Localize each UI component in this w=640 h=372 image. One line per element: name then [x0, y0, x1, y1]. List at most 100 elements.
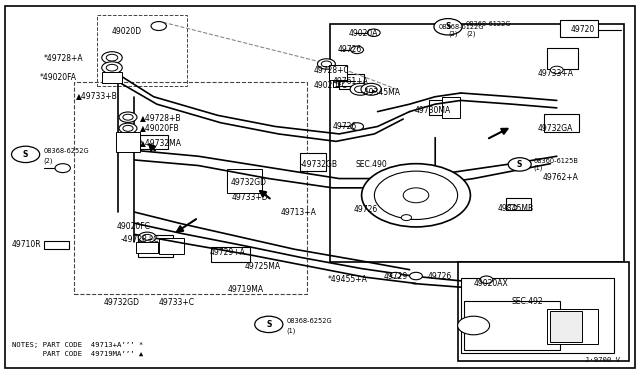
Text: 49713+A: 49713+A — [280, 208, 316, 217]
Circle shape — [374, 171, 458, 219]
Circle shape — [151, 22, 166, 31]
Circle shape — [321, 61, 332, 67]
Circle shape — [507, 205, 517, 211]
Circle shape — [106, 64, 118, 71]
Circle shape — [458, 316, 490, 335]
Bar — [97, 15, 187, 86]
Circle shape — [480, 276, 493, 283]
Text: 08368-6122G: 08368-6122G — [438, 24, 484, 30]
Circle shape — [102, 62, 122, 74]
Text: ▲49728+B: ▲49728+B — [140, 113, 181, 122]
Text: J·9700 V: J·9700 V — [584, 357, 620, 363]
Text: 49726: 49726 — [333, 122, 357, 131]
Circle shape — [102, 52, 122, 64]
Text: 49733+D: 49733+D — [232, 193, 268, 202]
Text: ▲49732MA: ▲49732MA — [140, 138, 182, 147]
Bar — [442, 97, 460, 118]
Circle shape — [365, 86, 377, 93]
Text: (1): (1) — [534, 165, 543, 171]
Text: 49729: 49729 — [384, 272, 408, 280]
Circle shape — [508, 158, 531, 171]
Text: 49020D: 49020D — [112, 27, 142, 36]
Text: S: S — [266, 320, 271, 329]
Text: 49729+A: 49729+A — [210, 248, 246, 257]
Bar — [461, 278, 614, 353]
Bar — [464, 301, 560, 350]
Text: 08368-6252G: 08368-6252G — [287, 318, 332, 324]
Text: 49732GD: 49732GD — [230, 178, 266, 187]
Text: S: S — [445, 22, 451, 31]
Bar — [74, 82, 307, 294]
Bar — [136, 242, 158, 253]
Bar — [458, 262, 629, 361]
Text: 49725MA: 49725MA — [244, 262, 280, 271]
Bar — [397, 212, 435, 223]
Circle shape — [142, 234, 152, 240]
Circle shape — [390, 272, 401, 278]
Bar — [560, 20, 598, 37]
Circle shape — [12, 146, 40, 163]
Text: 49719MA: 49719MA — [227, 285, 263, 294]
Text: (1): (1) — [287, 328, 296, 334]
Circle shape — [367, 29, 380, 36]
Circle shape — [351, 123, 364, 130]
Text: 49733+C: 49733+C — [159, 298, 195, 307]
Text: (2): (2) — [44, 158, 53, 164]
Text: S: S — [23, 150, 28, 159]
Text: 49726: 49726 — [428, 272, 452, 280]
Circle shape — [362, 164, 470, 227]
Text: -49728+C: -49728+C — [120, 235, 159, 244]
Text: 49761+A: 49761+A — [333, 77, 369, 86]
Circle shape — [55, 164, 70, 173]
Bar — [138, 235, 173, 257]
Circle shape — [361, 83, 381, 95]
Text: 49762+A: 49762+A — [543, 173, 579, 182]
Circle shape — [119, 123, 137, 134]
Bar — [550, 311, 582, 342]
Text: *49728+A: *49728+A — [44, 54, 83, 63]
Circle shape — [350, 83, 371, 95]
Circle shape — [255, 316, 283, 333]
Circle shape — [355, 86, 366, 93]
Text: 49720: 49720 — [571, 25, 595, 33]
Text: ▲49733+B: ▲49733+B — [76, 91, 117, 100]
Circle shape — [134, 140, 141, 144]
Bar — [544, 114, 579, 132]
Circle shape — [106, 54, 118, 61]
Bar — [159, 238, 184, 254]
Text: 49732GA: 49732GA — [538, 124, 573, 133]
Circle shape — [434, 19, 462, 35]
Text: 08368-6252G: 08368-6252G — [44, 148, 89, 154]
Circle shape — [123, 114, 133, 120]
Text: SEC.490: SEC.490 — [355, 160, 387, 169]
Bar — [227, 171, 254, 190]
Bar — [506, 198, 531, 210]
Bar — [339, 74, 364, 89]
Text: 49020AX: 49020AX — [474, 279, 508, 288]
Circle shape — [138, 232, 156, 243]
Bar — [300, 153, 326, 171]
Bar — [102, 72, 122, 83]
Text: *49020FA: *49020FA — [40, 73, 77, 81]
Text: 49020FC: 49020FC — [314, 81, 348, 90]
Text: -49732GB: -49732GB — [300, 160, 337, 169]
Text: 49728+C: 49728+C — [314, 66, 349, 75]
Text: 49020FC: 49020FC — [116, 222, 150, 231]
Circle shape — [410, 272, 422, 280]
Bar — [211, 247, 250, 262]
Bar — [44, 241, 69, 249]
Text: PART CODE  49719MA’’’ ▲: PART CODE 49719MA’’’ ▲ — [12, 350, 143, 356]
Text: S: S — [517, 160, 522, 169]
Text: NOTES; PART CODE  49713+A’’’ *: NOTES; PART CODE 49713+A’’’ * — [12, 342, 143, 348]
Bar — [227, 169, 262, 193]
Text: 08368-6122G: 08368-6122G — [466, 21, 511, 27]
Bar — [140, 135, 168, 149]
Text: 49726: 49726 — [338, 45, 362, 54]
Text: 49020A: 49020A — [349, 29, 378, 38]
Circle shape — [123, 125, 133, 131]
Text: SEC.492: SEC.492 — [512, 297, 543, 306]
Text: 08360-6125B: 08360-6125B — [534, 158, 579, 164]
Bar — [429, 100, 454, 115]
Text: 49733+A: 49733+A — [538, 69, 573, 78]
Circle shape — [403, 188, 429, 203]
